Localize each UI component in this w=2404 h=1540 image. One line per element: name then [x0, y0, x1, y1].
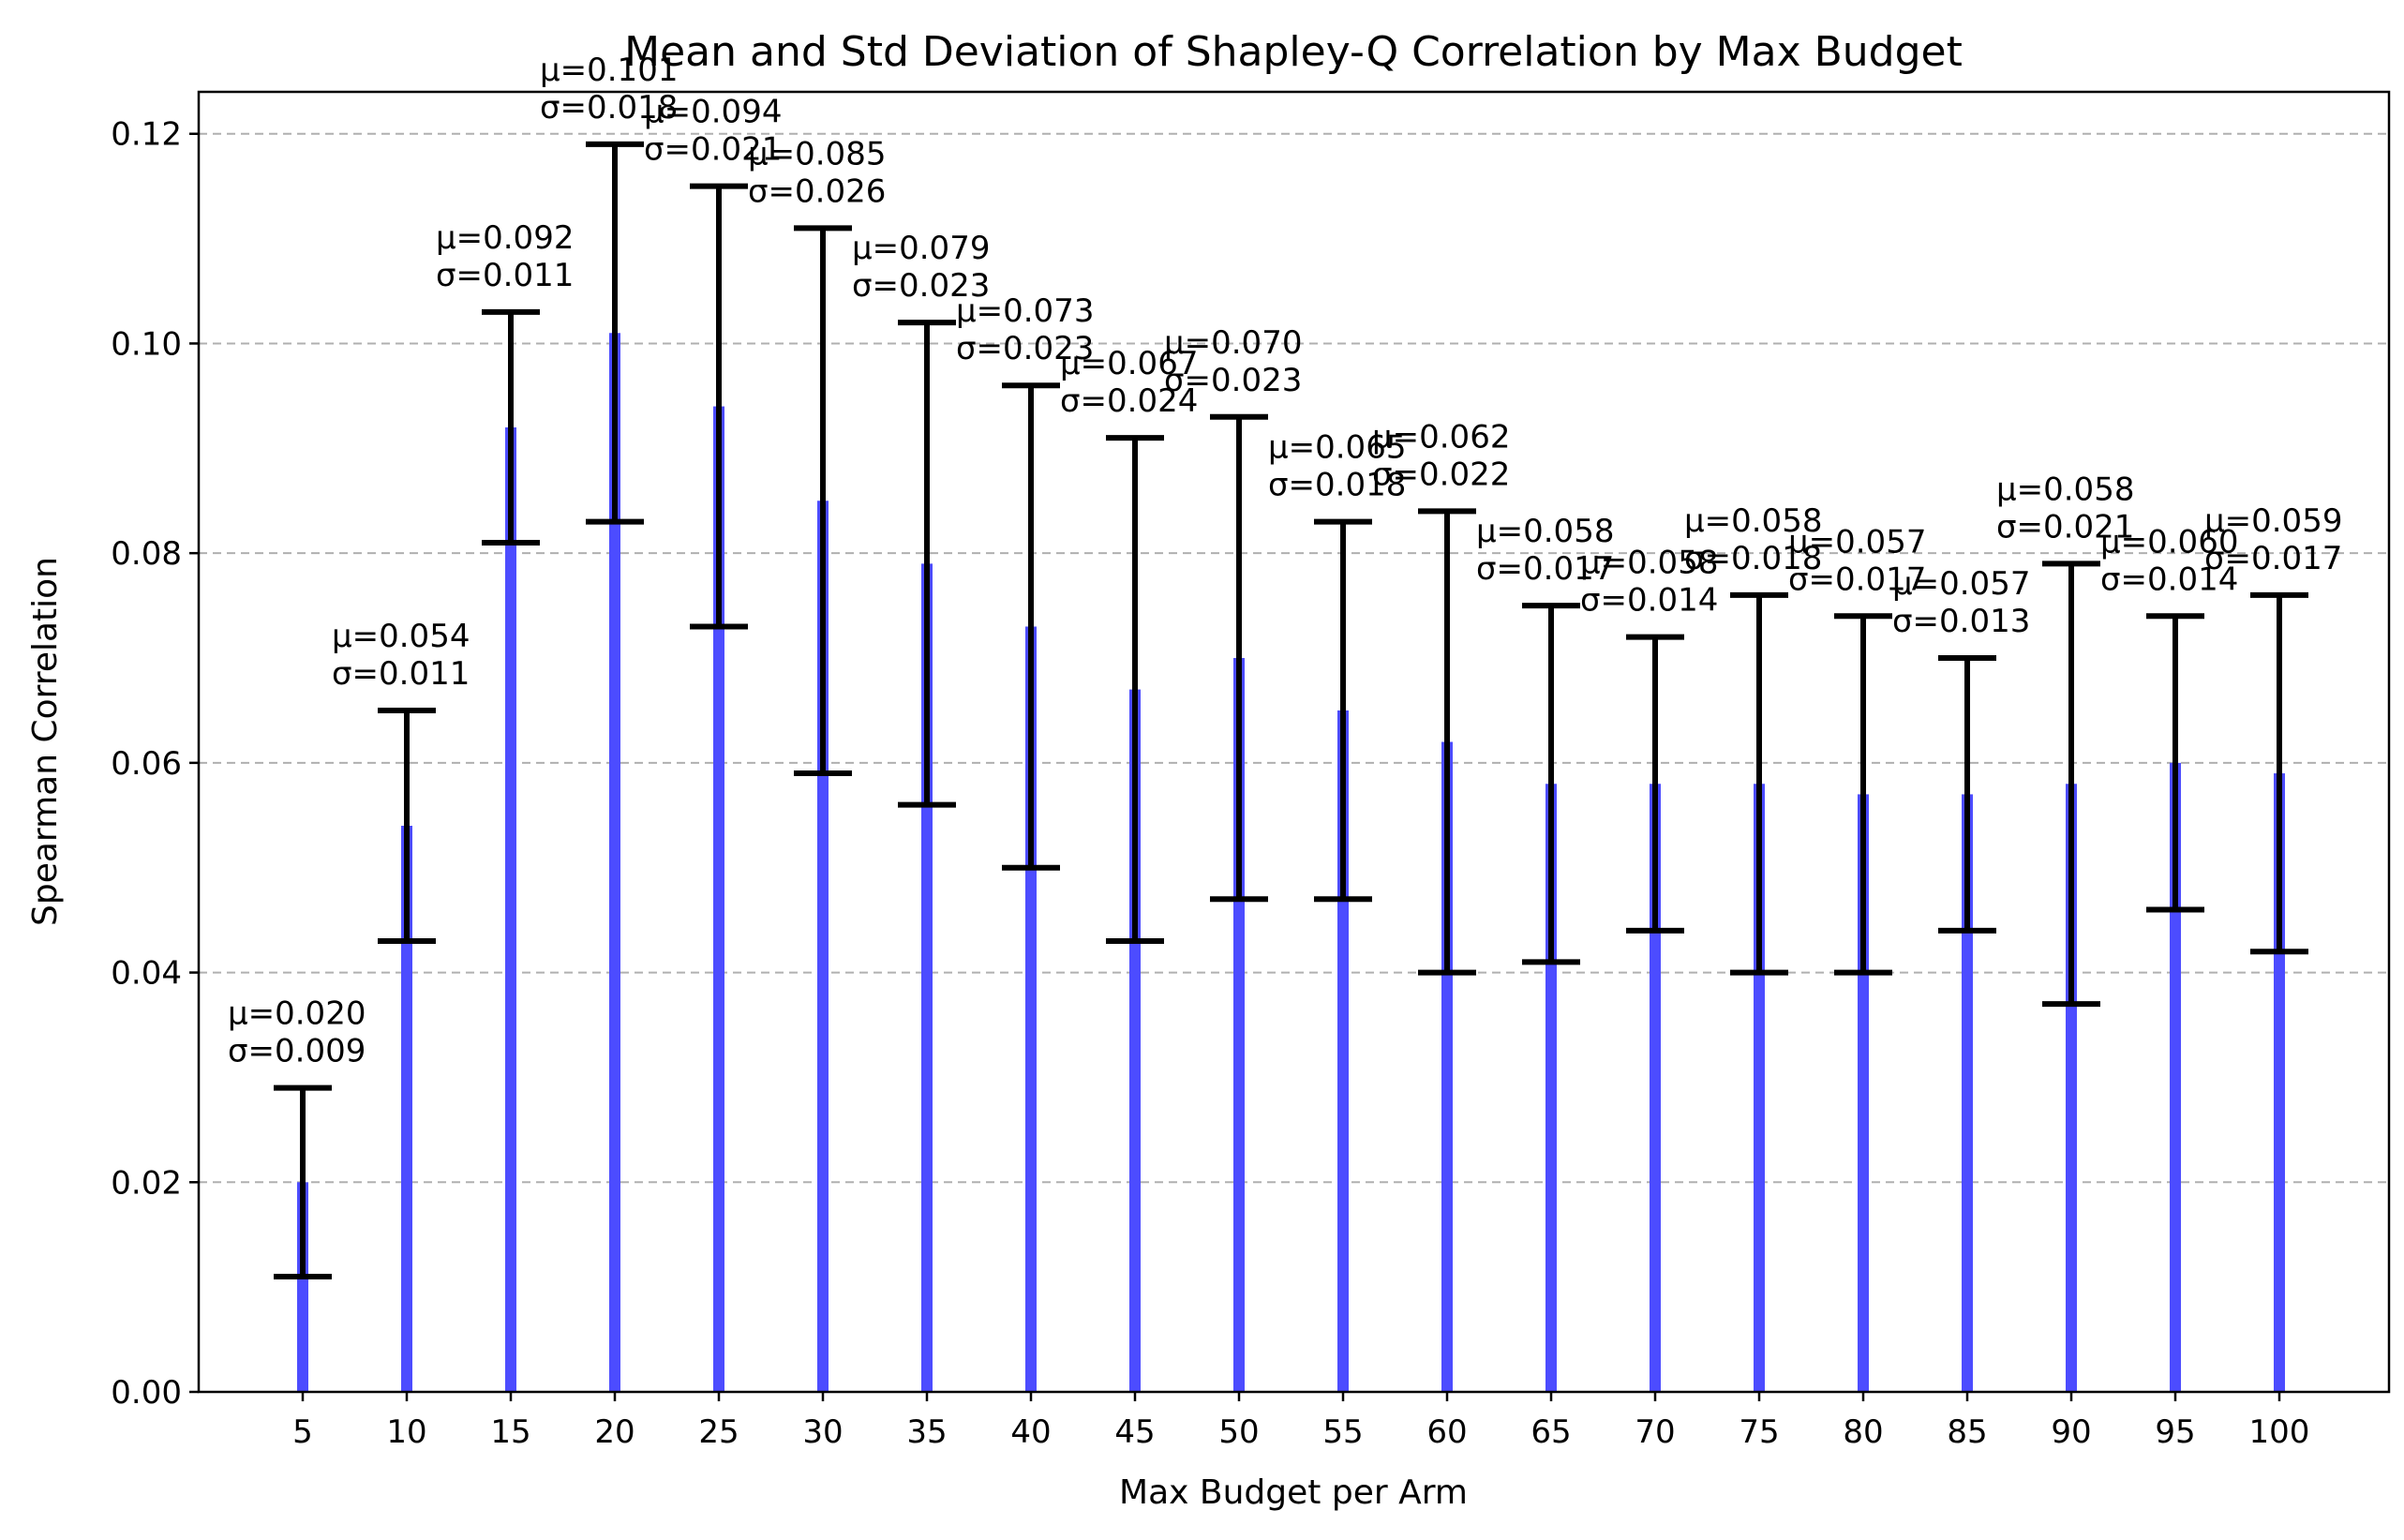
y-tick-label-0: 0.00: [111, 1374, 182, 1412]
mean-label-90: μ=0.058: [1996, 471, 2134, 508]
annotations: μ=0.020σ=0.009μ=0.054σ=0.011μ=0.092σ=0.0…: [228, 52, 2342, 1070]
bar-85: [1962, 794, 1973, 1392]
std-label-75: σ=0.018: [1684, 540, 1822, 577]
mean-label-65: μ=0.058: [1476, 513, 1614, 550]
std-label-5: σ=0.009: [228, 1033, 366, 1070]
std-label-10: σ=0.011: [332, 655, 470, 693]
plot-frame: [197, 90, 2391, 1394]
std-label-30: σ=0.026: [748, 172, 886, 210]
x-tick-label-90: 90: [2051, 1413, 2091, 1451]
x-tick-label-40: 40: [1010, 1413, 1051, 1451]
y-tick-label-4: 0.08: [111, 535, 182, 573]
std-label-35: σ=0.023: [852, 267, 990, 305]
x-axis-ticks: 5 10 15 20 25 30 35 40 45 50 55 60 65 70 75 80 85 90 95 100: [292, 1392, 2309, 1451]
x-tick-label-35: 35: [906, 1413, 947, 1451]
y-axis-ticks: 0.00 0.02 0.04 0.06 0.08 0.10 0.12: [111, 116, 199, 1412]
bar-70: [1650, 784, 1661, 1392]
y-tick-label-1: 0.02: [111, 1164, 182, 1202]
std-label-65: σ=0.017: [1476, 550, 1614, 588]
x-tick-label-80: 80: [1843, 1413, 1883, 1451]
mean-label-100: μ=0.059: [2204, 502, 2342, 540]
bar-20: [609, 333, 620, 1393]
x-tick-label-50: 50: [1218, 1413, 1259, 1451]
mean-label-40: μ=0.073: [956, 292, 1094, 330]
y-tick-label-6: 0.12: [111, 116, 182, 154]
std-label-15: σ=0.011: [436, 257, 574, 294]
std-label-45: σ=0.024: [1060, 382, 1198, 420]
mean-label-60: μ=0.062: [1372, 418, 1510, 456]
mean-label-50: μ=0.070: [1164, 324, 1302, 362]
x-tick-label-100: 100: [2249, 1413, 2310, 1451]
x-axis-label: Max Budget per Arm: [1119, 1473, 1468, 1512]
std-label-85: σ=0.013: [1892, 603, 2030, 640]
x-tick-label-75: 75: [1739, 1413, 1779, 1451]
bar-10: [401, 825, 412, 1392]
bar-25: [713, 406, 724, 1393]
mean-label-45: μ=0.067: [1060, 345, 1198, 382]
std-label-80: σ=0.017: [1788, 561, 1926, 598]
x-tick-label-60: 60: [1426, 1413, 1467, 1451]
std-label-100: σ=0.017: [2204, 540, 2342, 577]
mean-label-10: μ=0.054: [332, 618, 470, 655]
bar-95: [2170, 762, 2181, 1392]
mean-label-5: μ=0.020: [228, 995, 366, 1033]
mean-label-85: μ=0.057: [1892, 565, 2030, 603]
mean-label-75: μ=0.058: [1684, 502, 1822, 540]
mean-label-95: μ=0.060: [2100, 523, 2238, 561]
mean-label-20: μ=0.101: [540, 52, 678, 89]
x-tick-label-30: 30: [802, 1413, 843, 1451]
y-axis-label: Spearman Correlation: [26, 557, 65, 926]
x-tick-label-95: 95: [2155, 1413, 2195, 1451]
x-tick-label-45: 45: [1114, 1413, 1155, 1451]
x-tick-label-65: 65: [1530, 1413, 1571, 1451]
std-label-50: σ=0.023: [1164, 362, 1302, 399]
y-tick-label-5: 0.10: [111, 325, 182, 363]
mean-label-80: μ=0.057: [1788, 523, 1926, 561]
x-tick-label-10: 10: [386, 1413, 426, 1451]
mean-label-25: μ=0.094: [644, 94, 782, 131]
x-tick-label-5: 5: [292, 1413, 313, 1451]
mean-label-35: μ=0.079: [852, 230, 990, 267]
x-tick-label-20: 20: [594, 1413, 635, 1451]
y-tick-label-3: 0.06: [111, 745, 182, 783]
std-label-20: σ=0.018: [540, 89, 678, 127]
x-tick-label-25: 25: [698, 1413, 739, 1451]
std-label-90: σ=0.021: [1996, 508, 2134, 546]
x-tick-label-85: 85: [1947, 1413, 1987, 1451]
chart-title: Mean and Std Deviation of Shapley-Q Corr…: [624, 28, 1963, 76]
bar-15: [505, 426, 516, 1392]
std-label-95: σ=0.014: [2100, 561, 2238, 598]
mean-label-70: μ=0.058: [1580, 545, 1718, 582]
std-label-60: σ=0.022: [1372, 456, 1510, 493]
x-tick-label-55: 55: [1322, 1413, 1363, 1451]
std-label-55: σ=0.018: [1268, 467, 1406, 504]
std-label-70: σ=0.014: [1580, 582, 1718, 620]
x-tick-label-15: 15: [490, 1413, 530, 1451]
std-label-40: σ=0.023: [956, 330, 1094, 367]
mean-label-30: μ=0.085: [748, 135, 886, 172]
y-tick-label-2: 0.04: [111, 955, 182, 993]
std-label-25: σ=0.021: [644, 131, 782, 169]
x-tick-label-70: 70: [1635, 1413, 1675, 1451]
error-bars: [274, 141, 2308, 1279]
mean-label-55: μ=0.065: [1268, 429, 1406, 467]
mean-label-15: μ=0.092: [436, 219, 574, 257]
